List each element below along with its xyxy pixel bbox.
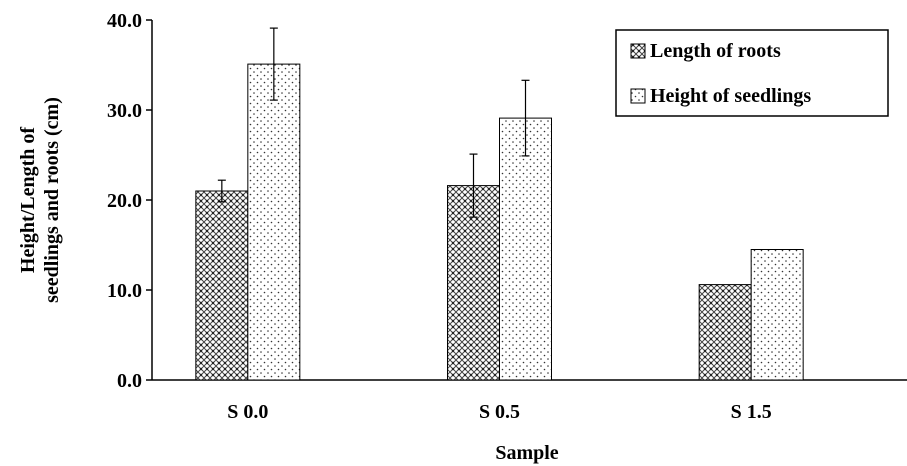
bar-roots [698,284,752,381]
y-axis-label-line: seedlings and roots (cm) [41,97,63,303]
legend-label-seedlings: Height of seedlings [650,85,811,107]
legend: Length of roots Height of seedlings [615,29,889,117]
bars [195,63,804,381]
legend-swatch-seedlings [630,88,646,104]
y-tick-label: 30.0 [107,100,142,122]
y-tick-labels: 0.0 10.0 20.0 30.0 40.0 [107,10,142,392]
bar-roots [447,185,500,381]
legend-swatch-roots [630,43,646,59]
x-tick-label: S 1.5 [731,401,772,423]
bar-roots [195,190,249,381]
x-tick-labels: S 0.0 S 0.5 S 1.5 [227,401,771,423]
x-tick-label: S 0.0 [227,401,268,423]
y-tick-label: 20.0 [107,190,142,212]
y-axis-label-line: Height/Length of [17,127,39,273]
legend-label-roots: Length of roots [650,40,781,62]
bar-seedlings [750,249,804,381]
error-bars [217,27,530,218]
x-tick-label: S 0.5 [479,401,520,423]
x-axis-label: Sample [495,442,558,464]
y-tick-label: 0.0 [117,370,142,392]
y-tick-label: 10.0 [107,280,142,302]
legend-box [615,29,889,117]
bar-seedlings [499,117,552,381]
y-tick-label: 40.0 [107,10,142,32]
y-axis-label: Height/Length of seedlings and roots (cm) [17,97,63,303]
bar-seedlings [247,63,301,381]
